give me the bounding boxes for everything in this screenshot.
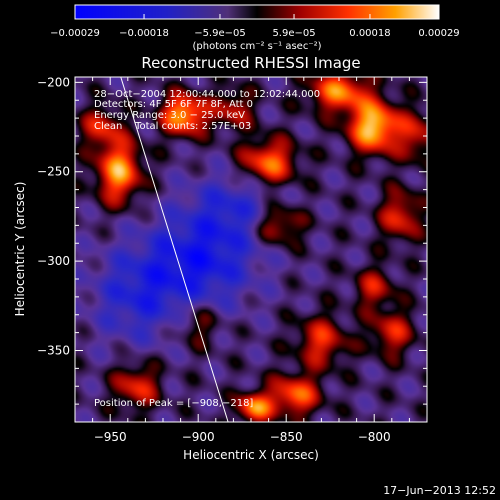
heatmap-image [75,77,427,422]
colorbar-tick-label: −5.9e−05 [194,28,246,39]
colorbar-unit-label: (photons cm⁻² s⁻¹ asec⁻²) [192,41,321,52]
x-tick-label: −900 [182,430,215,444]
colorbar [74,4,440,20]
y-tick-label: −350 [37,343,70,357]
annotation-energy-range: Energy Range: 3.0 − 25.0 keV [94,110,245,121]
y-tick-label: −200 [37,75,70,89]
x-tick-label: −800 [358,430,391,444]
colorbar-tick-label: 0.00018 [349,28,390,39]
annotation-detectors: Detectors: 4F 5F 6F 7F 8F, Att 0 [94,99,253,110]
colorbar-ticks: −0.00029 −0.00018 −5.9e−05 5.9e−05 0.00018 0.… [50,14,460,39]
colorbar-tick-label: 0.00029 [418,28,459,39]
annotation-peak-position: Position of Peak = [−908,−218] [94,398,253,409]
y-axis-ticks: −350 −300 −250 −200 [37,75,427,405]
y-tick-label: −250 [37,165,70,179]
chart-title: Reconstructed RHESSI Image [141,54,360,72]
colorbar-tick-label: −0.00018 [119,28,169,39]
y-axis-label: Heliocentric Y (arcsec) [13,182,27,317]
y-tick-label: −300 [37,254,70,268]
annotation-clean-counts: Clean Total counts: 2.57E+03 [94,121,251,132]
x-axis-label: Heliocentric X (arcsec) [183,448,319,462]
x-tick-label: −950 [94,430,127,444]
x-tick-label: −850 [270,430,303,444]
annotation-time-range: 28−Oct−2004 12:00:44.000 to 12:02:44.000 [94,89,320,100]
colorbar-tick-label: 5.9e−05 [272,28,315,39]
limb-line [120,77,229,422]
colorbar-tick-label: −0.00029 [50,28,100,39]
footer-timestamp: 17−Jun−2013 12:52 [383,484,496,497]
x-axis-ticks: −950 −900 −850 −800 [92,77,410,444]
